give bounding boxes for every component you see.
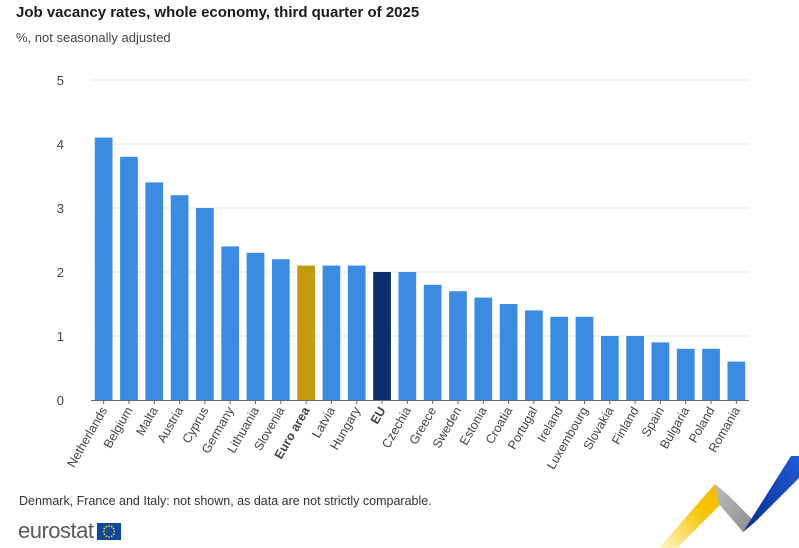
chart-subtitle: %, not seasonally adjusted: [16, 30, 171, 45]
bar-poland: [702, 348, 720, 400]
bar-slovenia: [271, 259, 290, 400]
y-tick-label: 2: [57, 265, 64, 280]
bar-spain: [651, 342, 670, 400]
y-axis-ticks: 0 1 2 3 4 5: [57, 73, 64, 408]
bar-bulgaria: [676, 348, 695, 400]
bar-slovakia: [600, 336, 619, 400]
bar-malta: [145, 182, 164, 400]
bar-croatia: [499, 304, 518, 400]
bar-netherlands: [94, 137, 113, 400]
footnote: Denmark, France and Italy: not shown, as…: [19, 494, 432, 508]
bar-czechia: [398, 272, 417, 400]
x-tick-label: Netherlands: [64, 405, 110, 470]
bar-sweden: [449, 291, 467, 400]
bar-romania: [727, 361, 746, 400]
bar-ireland: [550, 316, 569, 400]
bar-chart: 0 1 2 3 4 5 NetherlandsBelgiumMaltaAustriaCyp…: [57, 73, 749, 472]
y-tick-label: 5: [57, 73, 64, 88]
ribbon-grey: [715, 484, 755, 532]
chart-title: Job vacancy rates, whole economy, third …: [16, 4, 420, 21]
bar-austria: [170, 195, 189, 400]
x-tick-label: EU: [368, 405, 389, 427]
eu-flag-icon: [96, 522, 121, 540]
ribbon-yellow: [659, 484, 729, 548]
eurostat-logo: eurostat: [18, 518, 121, 544]
bar-cyprus: [196, 208, 214, 400]
bar-lithuania: [246, 252, 265, 400]
bar-finland: [626, 336, 644, 400]
bar-germany: [221, 246, 240, 400]
bar-portugal: [525, 310, 543, 400]
decorative-ribbon: [659, 456, 799, 548]
x-axis: [91, 400, 749, 404]
y-tick-label: 1: [57, 329, 64, 344]
bar-eu: [373, 272, 391, 400]
bar-euro-area: [297, 265, 315, 400]
bar-belgium: [120, 156, 138, 400]
y-tick-label: 3: [57, 201, 64, 216]
bar-luxembourg: [575, 316, 594, 400]
y-tick-label: 0: [57, 393, 64, 408]
bar-estonia: [474, 297, 493, 400]
bars: [94, 137, 746, 400]
logo-text: eurostat: [18, 518, 94, 543]
x-axis-labels: NetherlandsBelgiumMaltaAustriaCyprusGerm…: [64, 404, 743, 472]
bar-greece: [423, 284, 442, 400]
ribbon-blue: [743, 456, 799, 532]
bar-latvia: [322, 265, 341, 400]
bar-hungary: [347, 265, 366, 400]
gridlines: [91, 79, 749, 337]
y-tick-label: 4: [57, 137, 64, 152]
